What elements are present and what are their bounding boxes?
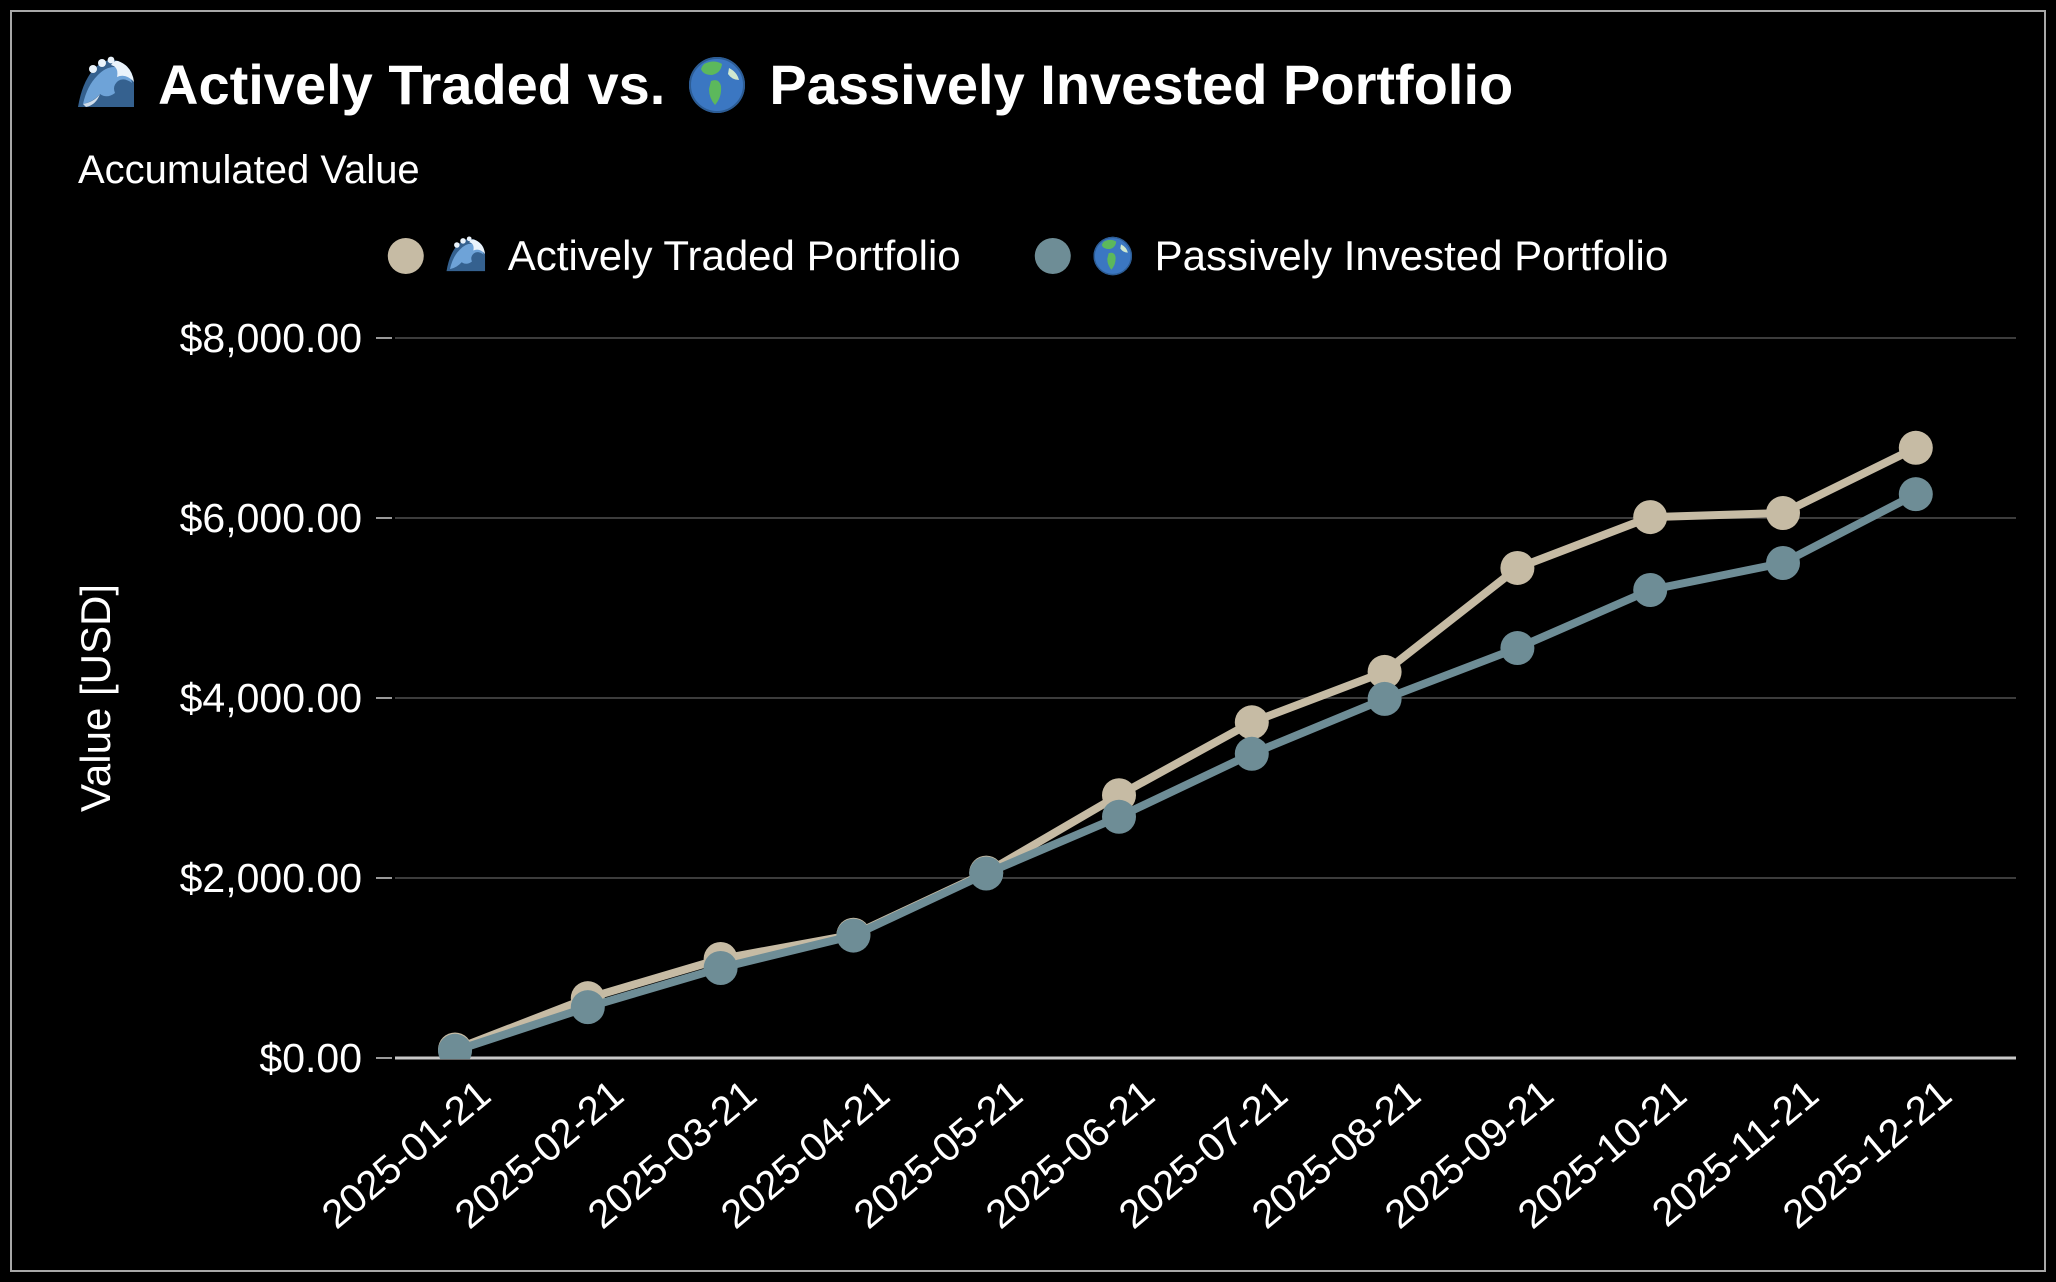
data-point-marker[interactable] xyxy=(1500,550,1535,585)
y-tick-label: $6,000.00 xyxy=(179,495,362,541)
legend-marker-actively-traded xyxy=(387,238,424,274)
legend: Actively Traded Portfolio Passively Inve… xyxy=(387,232,1669,280)
series-1 xyxy=(438,477,1933,1068)
chart-title: Actively Traded vs. Passively Invested P… xyxy=(74,52,1513,117)
legend-marker-passively-invested xyxy=(1034,238,1071,274)
data-point-marker[interactable] xyxy=(703,951,738,985)
data-point-marker[interactable] xyxy=(1633,500,1668,535)
data-point-marker[interactable] xyxy=(1102,799,1136,834)
y-tick-label: $8,000.00 xyxy=(179,315,362,361)
legend-item-actively-traded[interactable]: Actively Traded Portfolio xyxy=(387,232,961,280)
data-point-marker[interactable] xyxy=(1766,546,1800,580)
legend-item-passively-invested[interactable]: Passively Invested Portfolio xyxy=(1034,232,1669,280)
data-point-marker[interactable] xyxy=(1234,705,1269,740)
data-point-marker[interactable] xyxy=(1234,736,1269,771)
data-point-marker[interactable] xyxy=(1766,496,1800,531)
title-text-2: Passively Invested Portfolio xyxy=(769,53,1514,116)
data-point-marker[interactable] xyxy=(570,990,605,1025)
data-point-marker[interactable] xyxy=(1500,631,1535,666)
series-line xyxy=(451,490,1920,1055)
y-axis-title: Value [USD] xyxy=(72,584,119,812)
series-line xyxy=(451,443,1920,1054)
globe-emoji-icon xyxy=(1091,234,1135,278)
data-point-marker[interactable] xyxy=(836,918,871,953)
grid-layer xyxy=(376,337,2016,1060)
data-point-marker[interactable] xyxy=(1898,430,1933,465)
y-tick-label: $4,000.00 xyxy=(179,675,362,721)
data-point-marker[interactable] xyxy=(1367,681,1402,716)
series-0 xyxy=(438,430,1933,1059)
data-point-marker[interactable] xyxy=(1633,573,1668,607)
data-point-marker[interactable] xyxy=(969,856,1004,891)
y-tick-label: $2,000.00 xyxy=(179,855,362,901)
chart-subtitle: Accumulated Value xyxy=(78,148,420,192)
series-layer xyxy=(438,430,1933,1068)
wave-emoji-icon xyxy=(74,53,138,117)
legend-label-actively-traded: Actively Traded Portfolio xyxy=(507,232,961,279)
title-text-1: Actively Traded vs. xyxy=(158,53,666,116)
wave-emoji-icon xyxy=(444,234,488,278)
data-point-marker[interactable] xyxy=(1367,654,1402,689)
y-tick-label: $0.00 xyxy=(259,1035,362,1081)
legend-label-passively-invested: Passively Invested Portfolio xyxy=(1154,232,1669,279)
globe-emoji-icon xyxy=(685,53,749,117)
data-point-marker[interactable] xyxy=(1898,477,1933,512)
data-point-marker[interactable] xyxy=(438,1033,472,1068)
